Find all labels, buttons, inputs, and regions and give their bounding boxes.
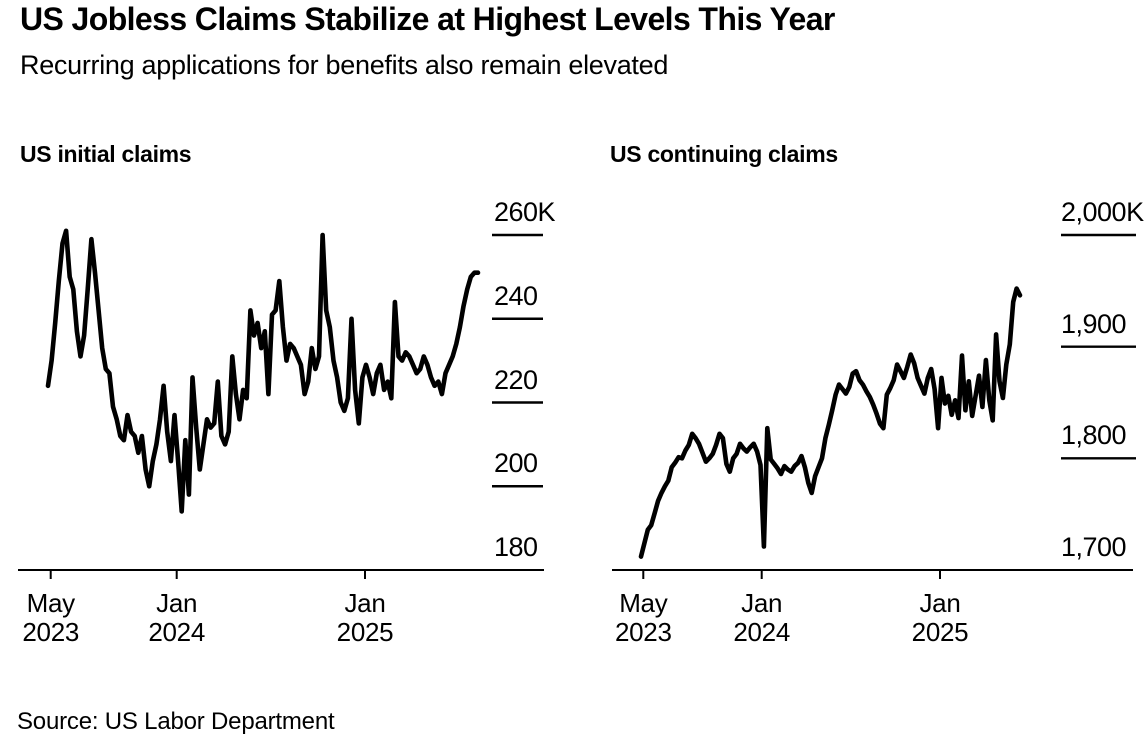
- x-tick-label: Jan 2025: [860, 589, 1020, 647]
- source-note: Source: US Labor Department: [17, 708, 335, 735]
- y-tick-label: 200: [494, 448, 538, 479]
- y-tick-label: 180: [494, 532, 538, 562]
- y-tick-label: 240: [494, 280, 538, 311]
- y-tick-label: 260K: [494, 197, 556, 227]
- x-tick-year: 2025: [911, 617, 969, 647]
- page-subtitle: Recurring applications for benefits also…: [20, 50, 669, 80]
- x-tick-month: Jan: [344, 588, 386, 618]
- x-tick-label: May 2023: [0, 589, 131, 647]
- x-tick-label: Jan 2024: [97, 589, 257, 647]
- x-tick-year: 2024: [733, 617, 790, 647]
- x-tick-year: 2025: [336, 617, 394, 647]
- x-tick-year: 2024: [148, 617, 205, 647]
- x-tick-month: Jan: [741, 588, 783, 618]
- y-tick-label: 220: [494, 364, 538, 395]
- x-tick-label: Jan 2024: [682, 589, 842, 647]
- x-tick-month: May: [26, 588, 76, 618]
- chart-title-continuing-claims: US continuing claims: [610, 141, 838, 167]
- x-tick-year: 2023: [614, 617, 672, 647]
- page-title: US Jobless Claims Stabilize at Highest L…: [20, 1, 835, 37]
- chart-title-initial-claims: US initial claims: [20, 141, 192, 167]
- x-tick-year: 2023: [22, 617, 80, 647]
- x-tick-label: May 2023: [563, 589, 723, 647]
- x-tick-month: Jan: [156, 588, 198, 618]
- y-tick-label: 1,900: [1061, 308, 1127, 339]
- x-tick-label: Jan 2025: [285, 589, 445, 647]
- x-tick-month: Jan: [919, 588, 961, 618]
- y-tick-label: 2,000K: [1061, 197, 1144, 227]
- continuing-claims-line: [638, 286, 1023, 559]
- initial-claims-line: [45, 228, 481, 514]
- y-tick-label: 1,700: [1061, 532, 1127, 562]
- x-tick-month: May: [619, 588, 668, 618]
- y-tick-label: 1,800: [1061, 420, 1127, 451]
